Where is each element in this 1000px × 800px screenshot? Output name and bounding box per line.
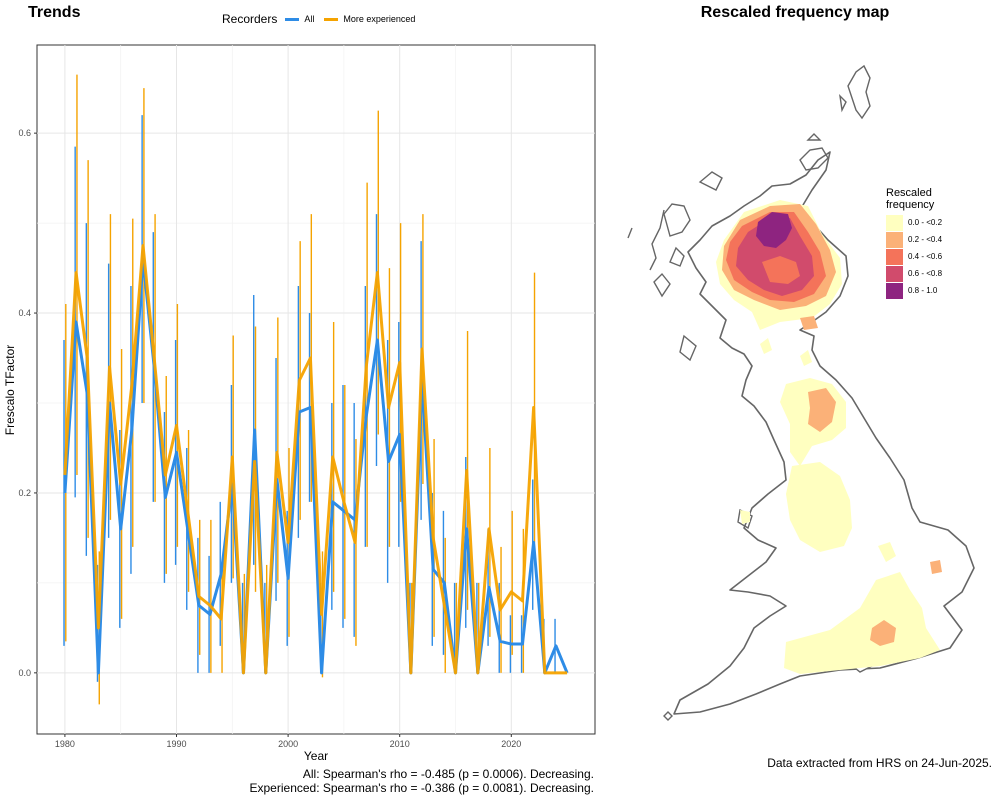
stats-experienced: Experienced: Spearman's rho = -0.386 (p … [249,781,595,795]
legend-title: Recorders [222,12,278,26]
legend-label-all: All [304,14,315,24]
map-legend-row: 0.8 - 1.0 [886,282,942,299]
trends-title: Trends [28,4,81,21]
map-legend-row: 0.4 - <0.6 [886,248,942,265]
y-tick-label: 0.4 [18,308,31,318]
map-legend-row: 0.2 - <0.4 [886,231,942,248]
x-tick-label: 2020 [501,739,521,749]
stats-all: All: Spearman's rho = -0.485 (p = 0.0006… [302,767,594,781]
orkney [799,133,829,171]
trends-chart: 0.0 0.2 0.4 0.6 1980 1990 2000 2010 2020 Year Fr… [3,44,596,763]
y-tick-label: 0.2 [18,488,31,498]
y-tick-label: 0.6 [18,128,31,138]
legend-key-experienced [324,17,339,21]
x-tick-label: 2000 [278,739,298,749]
map-legend-label: 0.2 - <0.4 [908,235,943,244]
x-tick-label: 2010 [390,739,410,749]
trends-legend: Recorders All More experienced [222,12,423,26]
map-legend-row: 0.0 - <0.2 [886,214,942,231]
map-legend-label: 0.8 - 1.0 [908,286,938,295]
freq-patch-lowest-south [784,572,940,674]
map-legend-label: 0.6 - <0.8 [908,269,943,278]
map-legend: Rescaled frequency 0.0 - <0.2 0.2 - <0.4… [886,187,942,299]
freq-patch-low-central [808,388,836,432]
frequency-map [627,64,975,721]
series-line-experienced [63,244,568,675]
freq-patch-highest [756,212,792,248]
x-tick-label: 1990 [166,739,186,749]
freq-patch-lowest-midlands [786,462,852,552]
map-legend-title-line2: frequency [886,199,935,211]
y-tick-label: 0.0 [18,668,31,678]
legend-key-all [285,17,300,21]
x-tick-label: 1980 [55,739,75,749]
hebrides [627,171,723,271]
map-legend-label: 0.4 - <0.6 [908,252,943,261]
map-legend-swatch [886,282,903,299]
map-legend-swatch [886,265,903,282]
y-axis-title: Frescalo TFactor [3,345,17,435]
map-legend-swatch [886,214,903,231]
map-legend-label: 0.0 - <0.2 [908,218,943,227]
line-layer [63,244,569,675]
map-legend-swatch [886,231,903,248]
map-legend-row: 0.6 - <0.8 [886,265,942,282]
legend-label-experienced: More experienced [343,14,416,24]
map-title: Rescaled frequency map [700,4,890,21]
map-legend-swatch [886,248,903,265]
west-islands [653,203,753,530]
frequency-patches [716,200,942,674]
data-source-note: Data extracted from HRS on 24-Jun-2025. [767,756,992,770]
x-axis-title: Year [304,749,328,763]
map-legend-title: Rescaled frequency [886,187,942,211]
map-legend-title-line1: Rescaled [886,187,932,199]
scilly-isles [663,711,673,721]
shetland [839,64,871,120]
freq-patch-mid-inner [762,256,800,284]
axis-layer: 0.0 0.2 0.4 0.6 1980 1990 2000 2010 2020 [18,128,521,749]
